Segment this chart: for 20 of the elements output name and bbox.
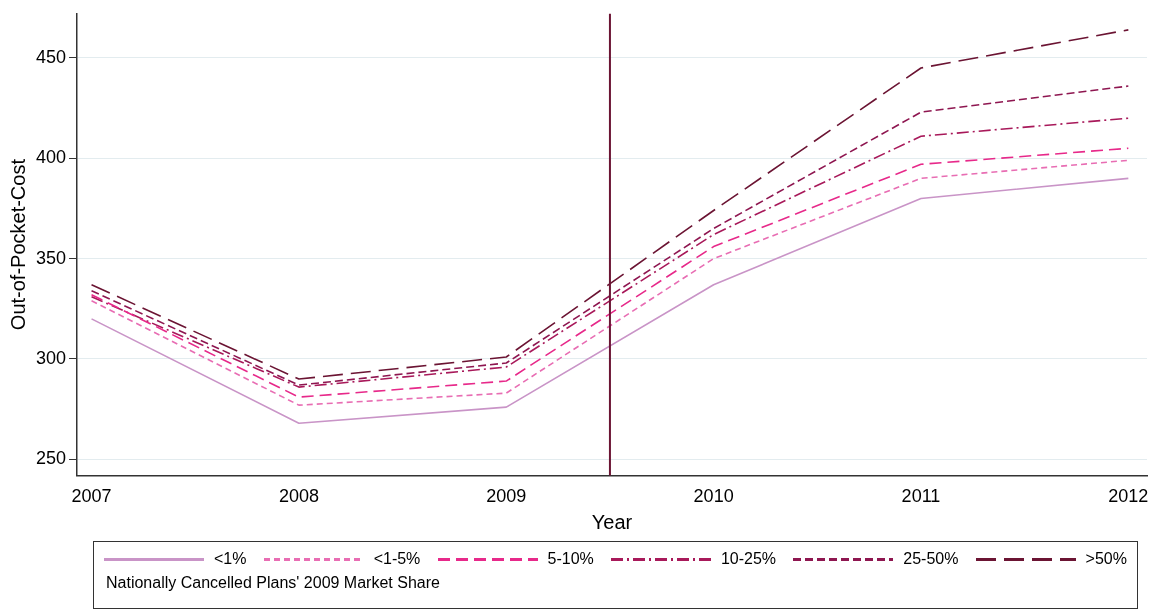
legend-label: >50% — [1085, 550, 1127, 568]
x-tick-label: 2008 — [278, 486, 319, 507]
y-tick-label: 250 — [35, 448, 67, 469]
x-tick-label: 2007 — [71, 486, 112, 507]
y-tick-label: 300 — [35, 347, 67, 368]
legend-label: <1-5% — [373, 550, 421, 568]
x-axis-title: Year — [591, 510, 633, 533]
x-tick-label: 2012 — [1108, 486, 1149, 507]
x-tick-label: 2011 — [901, 486, 941, 507]
x-tick-label: 2009 — [486, 486, 527, 507]
y-tick-label: 350 — [35, 247, 67, 268]
legend-label: 10-25% — [720, 550, 777, 568]
legend-label: 25-50% — [903, 550, 959, 568]
legend-title: Nationally Cancelled Plans' 2009 Market Share — [105, 573, 441, 592]
y-tick-label: 450 — [35, 46, 67, 67]
x-tick-label: 2010 — [693, 486, 734, 507]
legend-label: 5-10% — [547, 550, 594, 568]
y-tick-label: 400 — [35, 147, 67, 168]
legend-label: <1% — [214, 550, 247, 568]
y-axis-title: Out-of-Pocket-Cost — [6, 158, 29, 331]
